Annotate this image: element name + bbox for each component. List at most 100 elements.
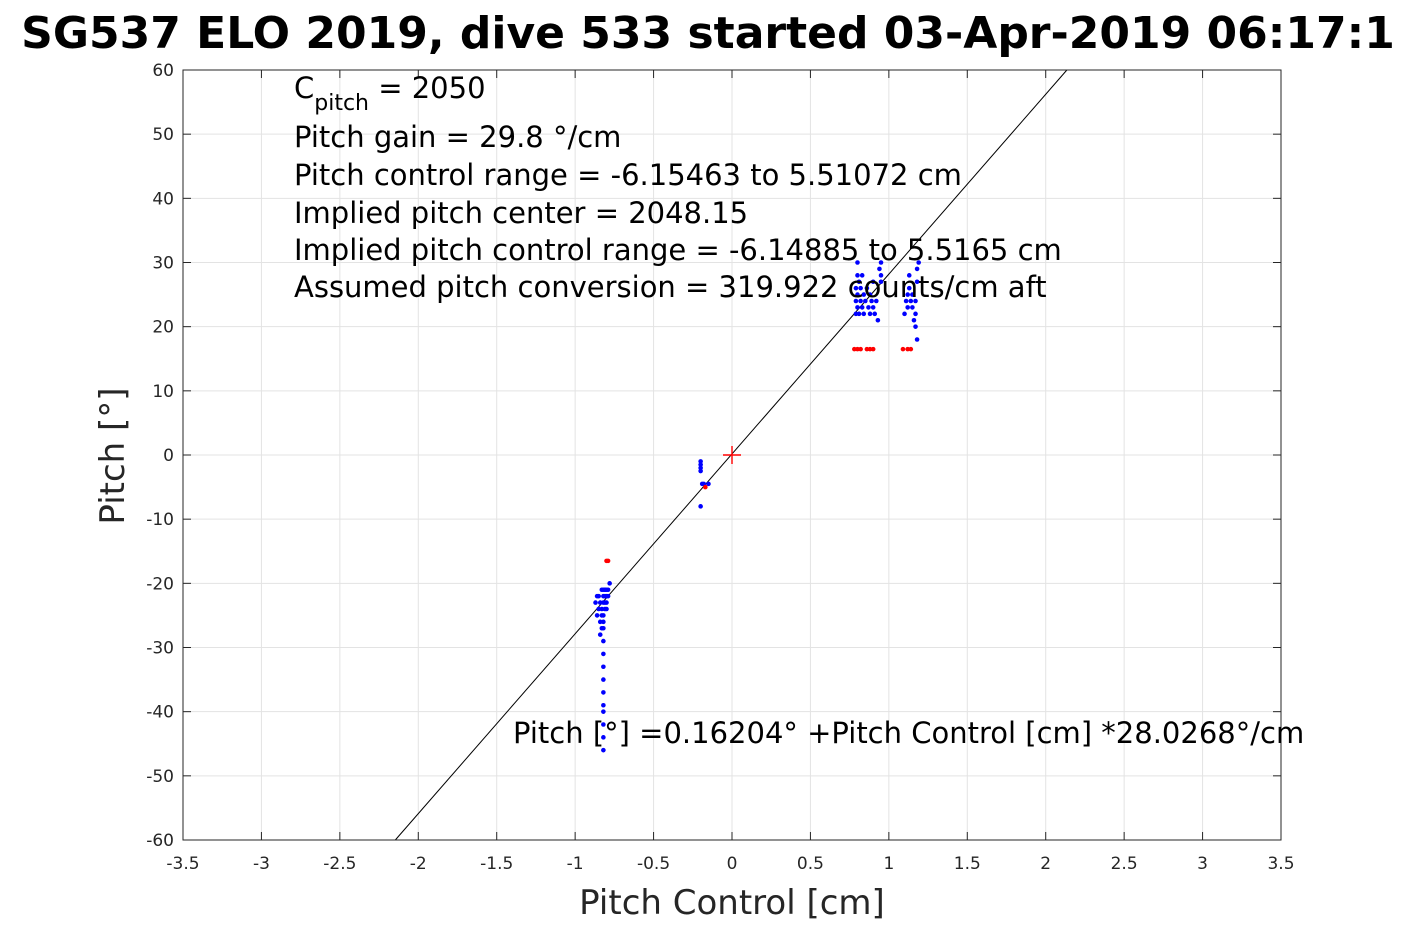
valid-data-point bbox=[856, 311, 862, 317]
x-tick-label: 0.5 bbox=[797, 854, 824, 874]
valid-data-point bbox=[911, 317, 917, 323]
x-tick-label: -2 bbox=[410, 854, 427, 874]
valid-data-point bbox=[853, 298, 859, 304]
valid-data-point bbox=[594, 613, 600, 618]
valid-data-point bbox=[877, 266, 882, 272]
implied-pitch-center-annotation: Implied pitch center = 2048.15 bbox=[294, 196, 748, 230]
axis-ticks: -3.5 -3 -2.5 -2 -1.5 -1 -0.5 0 0.5 1 1.5 2 2.5 3 3.5 -6… bbox=[146, 61, 1294, 874]
valid-data-point bbox=[913, 324, 918, 329]
valid-data-point bbox=[858, 285, 863, 291]
valid-data-point bbox=[905, 305, 910, 310]
y-tick-label: -50 bbox=[146, 767, 174, 787]
y-tick-label: 10 bbox=[152, 382, 174, 402]
valid-data-point bbox=[855, 292, 860, 297]
valid-data-point bbox=[601, 722, 606, 727]
implied-control-range-annotation: Implied pitch control range = -6.14885 t… bbox=[294, 233, 1062, 267]
valid-data-point bbox=[872, 311, 878, 317]
excluded-data-point bbox=[870, 346, 876, 352]
valid-data-point bbox=[902, 311, 907, 317]
y-tick-label: -40 bbox=[146, 703, 174, 723]
valid-data-point bbox=[856, 279, 862, 285]
valid-data-point bbox=[910, 292, 915, 297]
x-tick-label: 1 bbox=[883, 854, 894, 874]
valid-data-point bbox=[698, 459, 703, 464]
x-tick-label: 2.5 bbox=[1111, 854, 1138, 874]
valid-data-point bbox=[878, 273, 884, 278]
valid-data-point bbox=[864, 285, 870, 291]
valid-data-point bbox=[867, 292, 873, 297]
valid-data-point bbox=[601, 735, 606, 740]
center-marker-group bbox=[723, 446, 741, 464]
valid-data-point bbox=[859, 305, 865, 310]
valid-data-point bbox=[601, 690, 606, 695]
pitch-conversion-annotation: Assumed pitch conversion = 319.922 count… bbox=[294, 270, 1047, 304]
valid-data-point bbox=[607, 581, 612, 586]
valid-data-point bbox=[913, 311, 918, 317]
cpitch-annotation: Cpitch = 2050 bbox=[294, 71, 486, 116]
valid-data-point bbox=[601, 613, 606, 618]
valid-data-point bbox=[601, 619, 606, 625]
valid-data-point bbox=[605, 587, 611, 593]
valid-data-point bbox=[910, 305, 915, 310]
y-axis-label: Pitch [°] bbox=[93, 387, 133, 524]
valid-data-point bbox=[698, 462, 703, 467]
valid-data-point bbox=[867, 311, 873, 317]
valid-data-point bbox=[601, 702, 606, 708]
y-tick-label: -60 bbox=[146, 831, 174, 851]
valid-data-point bbox=[604, 600, 609, 605]
valid-data-point bbox=[913, 298, 918, 304]
y-tick-label: -10 bbox=[146, 510, 174, 530]
valid-data-point bbox=[906, 273, 912, 278]
x-axis-label: Pitch Control [cm] bbox=[579, 883, 885, 923]
valid-data-point bbox=[861, 311, 867, 317]
x-tick-label: 3 bbox=[1197, 854, 1208, 874]
cpitch-subscript: pitch bbox=[314, 91, 369, 116]
valid-data-point bbox=[853, 285, 859, 291]
y-tick-label: 60 bbox=[152, 61, 174, 81]
y-tick-label: 40 bbox=[152, 189, 174, 209]
valid-data-point bbox=[601, 747, 606, 753]
valid-data-point bbox=[914, 337, 920, 342]
valid-data-point bbox=[601, 709, 606, 714]
x-tick-label: 3.5 bbox=[1267, 854, 1294, 874]
x-tick-label: 2 bbox=[1040, 854, 1051, 874]
y-tick-label: 20 bbox=[152, 318, 174, 338]
valid-data-point bbox=[706, 481, 711, 487]
fit-equation-annotation: Pitch [°] =0.16204° +Pitch Control [cm] … bbox=[513, 716, 1304, 750]
valid-data-point bbox=[855, 260, 860, 265]
valid-data-point bbox=[878, 279, 884, 285]
valid-data-point bbox=[875, 317, 881, 323]
chart-title: SG537 ELO 2019, dive 533 started 03-Apr-… bbox=[21, 8, 1395, 59]
valid-data-point bbox=[863, 298, 868, 304]
pitch-control-range-annotation: Pitch control range = -6.15463 to 5.5107… bbox=[294, 158, 962, 192]
cpitch-prefix: C bbox=[294, 71, 314, 105]
valid-data-point bbox=[855, 273, 860, 278]
valid-data-point bbox=[601, 651, 606, 657]
excluded-data-point bbox=[858, 346, 863, 352]
x-tick-label: 1.5 bbox=[954, 854, 981, 874]
valid-data-point bbox=[604, 606, 609, 612]
valid-data-point bbox=[858, 298, 863, 304]
valid-data-point bbox=[869, 298, 874, 304]
valid-data-point bbox=[855, 305, 860, 310]
valid-data-point bbox=[601, 638, 606, 644]
y-tick-label: -30 bbox=[146, 639, 174, 659]
valid-data-point bbox=[698, 504, 703, 509]
valid-data-point bbox=[601, 625, 606, 631]
y-tick-label: 50 bbox=[152, 125, 174, 145]
x-tick-label: -1.5 bbox=[480, 854, 513, 874]
x-tick-label: -0.5 bbox=[637, 854, 670, 874]
x-tick-label: -2.5 bbox=[323, 854, 356, 874]
y-tick-label: 30 bbox=[152, 254, 174, 274]
valid-data-point bbox=[859, 273, 865, 278]
valid-data-point bbox=[596, 593, 601, 599]
valid-data-point bbox=[601, 677, 606, 682]
valid-data-point bbox=[870, 279, 876, 285]
x-tick-label: -1 bbox=[567, 854, 584, 874]
valid-data-point bbox=[914, 266, 920, 272]
valid-data-point bbox=[903, 298, 909, 304]
excluded-data-point bbox=[908, 346, 914, 352]
valid-data-point bbox=[905, 292, 910, 297]
x-tick-label: -3 bbox=[253, 854, 270, 874]
